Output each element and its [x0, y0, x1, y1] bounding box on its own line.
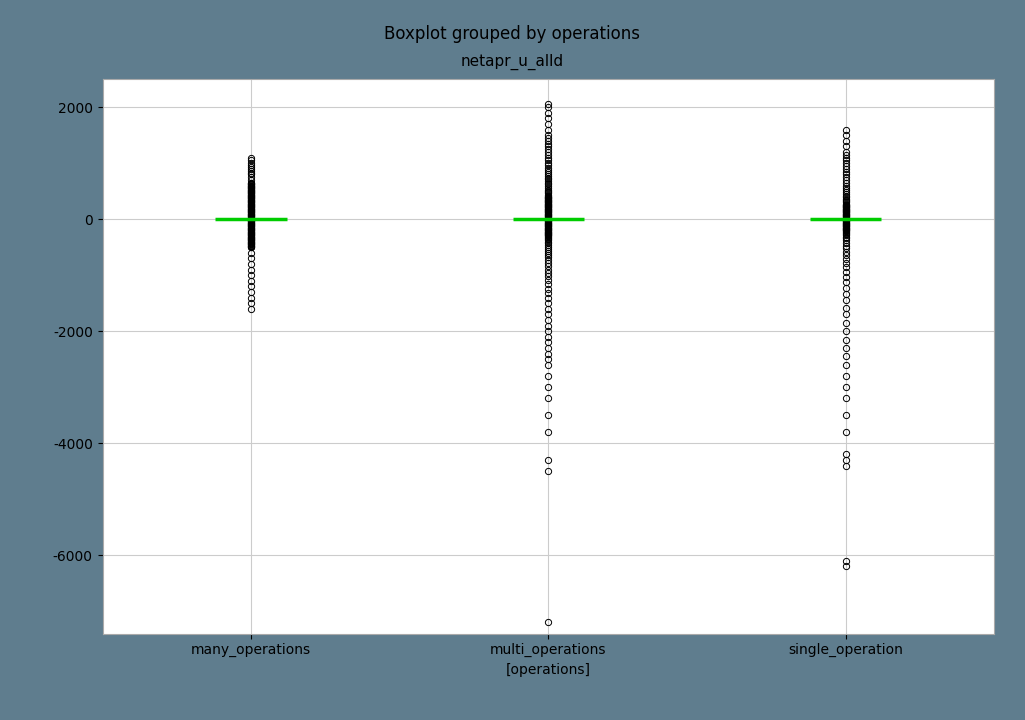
- X-axis label: [operations]: [operations]: [506, 663, 590, 677]
- Text: netapr_u_alld: netapr_u_alld: [461, 54, 564, 71]
- Text: Boxplot grouped by operations: Boxplot grouped by operations: [384, 25, 641, 43]
